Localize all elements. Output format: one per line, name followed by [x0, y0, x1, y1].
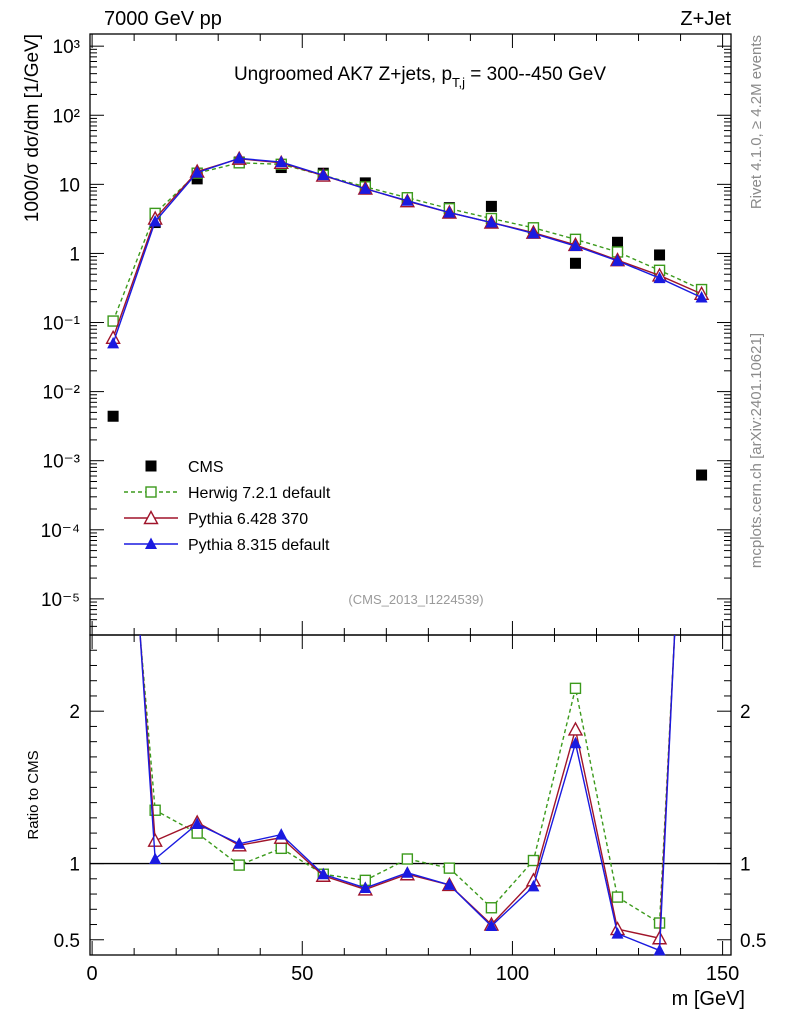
- data-point-pythia-8-315-default: [695, 291, 708, 303]
- data-point-pythia-8-315-default: [611, 254, 624, 266]
- ratio-point-herwig-7-2-1-default: [149, 804, 161, 816]
- legend-marker-pythia-8-315-default: [145, 537, 157, 549]
- ratio-point-pythia-8-315-default: [317, 867, 330, 880]
- data-point-pythia-8-315-default: [443, 206, 456, 218]
- ratio-point-pythia-8-315-default: [359, 881, 372, 893]
- data-point-cms: [654, 249, 666, 261]
- data-point-cms: [485, 200, 497, 212]
- mcplots-source-label: mcplots.cern.ch [arXiv:2401.10621]: [748, 333, 765, 568]
- data-point-pythia-8-315-default: [653, 271, 666, 284]
- data-point-pythia-8-315-default: [191, 166, 204, 178]
- ratio-point-herwig-7-2-1-default: [191, 827, 203, 839]
- ratio-y-tick-label: 0.5: [740, 931, 766, 952]
- ratio-panel-frame: [89, 634, 732, 956]
- y-tick-label: 10⁻²: [43, 383, 81, 404]
- ratio-point-herwig-7-2-1-default: [443, 862, 456, 874]
- data-point-cms: [696, 469, 708, 481]
- ratio-point-pythia-8-315-default: [527, 879, 540, 892]
- y-tick-label: 10⁻⁵: [41, 590, 80, 611]
- ratio-point-pythia-8-315-default: [485, 919, 498, 932]
- ratio-y-tick-label: 1: [740, 855, 751, 876]
- ratio-y-tick-label: 0.5: [54, 931, 80, 952]
- legend-label-pythia-6-428-370: Pythia 6.428 370: [188, 511, 308, 528]
- ratio-point-pythia-6-428-370: [567, 721, 584, 736]
- main-panel-frame: [89, 33, 732, 636]
- x-tick-label: 0: [87, 963, 98, 985]
- data-point-cms: [569, 257, 581, 269]
- ratio-y-tick-label: 2: [69, 702, 80, 723]
- ratio-point-pythia-8-315-default: [191, 817, 204, 829]
- legend-label-cms: CMS: [188, 459, 224, 476]
- ratio-point-herwig-7-2-1-default: [527, 854, 540, 867]
- rivet-version-label: Rivet 4.1.0, ≥ 4.2M events: [748, 35, 765, 209]
- x-tick-label: 50: [291, 963, 313, 985]
- ratio-point-herwig-7-2-1-default: [275, 842, 287, 855]
- process-label: Z+Jet: [680, 8, 731, 30]
- data-point-herwig-7-2-1-default: [107, 315, 119, 327]
- y-tick-label: 10⁻⁴: [41, 521, 80, 542]
- x-tick-label: 100: [496, 963, 529, 985]
- ratio-y-axis-label: Ratio to CMS: [25, 750, 42, 839]
- x-axis-label: m [GeV]: [672, 988, 745, 1010]
- ratio-point-herwig-7-2-1-default: [485, 902, 498, 914]
- ratio-point-herwig-7-2-1-default: [569, 682, 582, 695]
- ratio-point-pythia-8-315-default: [275, 828, 288, 840]
- axis-ticks: 0 50 100 150 10⁻⁵ 10⁻⁴ 10⁻³ 10⁻² 10⁻¹ 1 10 10² 10³ 0.…: [41, 34, 766, 985]
- data-point-pythia-8-315-default: [317, 168, 330, 181]
- data-point-cms: [107, 410, 119, 422]
- ratio-point-pythia-6-428-370: [147, 832, 163, 847]
- chart-title: Ungroomed AK7 Z+jets, pT,j = 300--450 Ge…: [234, 64, 606, 90]
- data-point-pythia-8-315-default: [401, 194, 414, 206]
- legend-marker-pythia-6-428-370: [143, 510, 159, 525]
- y-tick-label: 10: [59, 175, 80, 196]
- series-group: [90, 150, 731, 956]
- ratio-line-herwig-7-2-1-default: [139, 634, 676, 925]
- y-tick-label: 10²: [53, 106, 80, 127]
- ratio-point-pythia-8-315-default: [653, 943, 666, 956]
- data-point-cms: [612, 236, 624, 248]
- legend-label-herwig-7-2-1-default: Herwig 7.2.1 default: [188, 485, 331, 502]
- data-point-pythia-8-315-default: [569, 239, 582, 252]
- ratio-y-tick-label: 1: [69, 855, 80, 876]
- ratio-point-pythia-8-315-default: [149, 852, 162, 864]
- y-tick-label: 10³: [53, 37, 80, 58]
- data-point-pythia-8-315-default: [107, 336, 120, 349]
- y-tick-label: 10⁻³: [43, 452, 81, 473]
- collision-energy-label: 7000 GeV pp: [104, 8, 222, 30]
- x-tick-label: 150: [706, 963, 739, 985]
- data-point-pythia-8-315-default: [359, 182, 372, 194]
- y-tick-label: 10⁻¹: [43, 314, 81, 335]
- ratio-point-herwig-7-2-1-default: [611, 891, 624, 903]
- data-point-pythia-8-315-default: [275, 155, 288, 168]
- ratio-point-herwig-7-2-1-default: [233, 859, 245, 871]
- legend-marker-cms: [145, 460, 157, 472]
- ratio-y-tick-label: 2: [740, 702, 751, 723]
- ratio-point-pythia-8-315-default: [233, 837, 246, 849]
- ratio-point-pythia-8-315-default: [569, 736, 582, 749]
- ratio-point-pythia-8-315-default: [611, 927, 624, 939]
- legend: CMS Herwig 7.2.1 default Pythia 6.428 370 P…: [124, 459, 331, 554]
- y-axis-label: 1000/σ dσ/dm [1/GeV]: [22, 34, 43, 222]
- legend-label-pythia-8-315-default: Pythia 8.315 default: [188, 537, 330, 554]
- ratio-point-pythia-8-315-default: [443, 878, 456, 890]
- data-point-pythia-8-315-default: [233, 151, 246, 164]
- ratio-line-pythia-8-315-default: [139, 634, 676, 952]
- data-point-pythia-8-315-default: [149, 214, 162, 227]
- ratio-point-pythia-8-315-default: [401, 866, 414, 878]
- y-tick-label: 1: [69, 244, 80, 265]
- ratio-point-herwig-7-2-1-default: [401, 853, 414, 865]
- data-point-pythia-8-315-default: [527, 226, 540, 239]
- analysis-id-label: (CMS_2013_I1224539): [348, 592, 483, 607]
- ratio-line-pythia-6-428-370: [139, 634, 676, 940]
- legend-marker-herwig-7-2-1-default: [145, 486, 157, 498]
- data-point-pythia-8-315-default: [485, 216, 498, 228]
